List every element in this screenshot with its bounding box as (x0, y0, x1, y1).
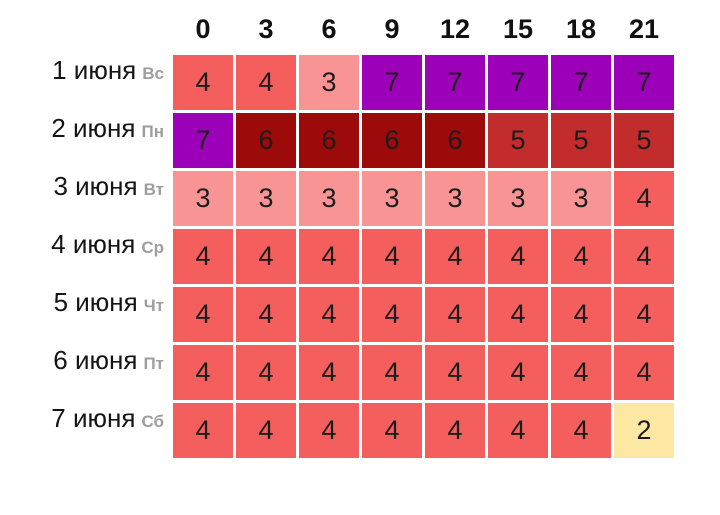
heatmap-cell: 4 (173, 403, 233, 458)
corner-spacer (0, 6, 170, 52)
heatmap-cell: 6 (425, 113, 485, 168)
heatmap-cell: 6 (236, 113, 296, 168)
date-label: 7 июня (51, 403, 136, 433)
hour-header-6: 6 (321, 13, 337, 44)
heatmap-cell: 4 (236, 229, 296, 284)
heatmap-cell: 4 (425, 287, 485, 342)
heatmap-cell: 4 (236, 287, 296, 342)
hour-header-15: 15 (502, 13, 534, 44)
heatmap-cell: 3 (362, 171, 422, 226)
heatmap-cell: 4 (362, 345, 422, 400)
weekday-label: Пн (141, 122, 165, 141)
weekday-label: Пт (143, 354, 164, 373)
heatmap-cell: 4 (362, 403, 422, 458)
heatmap-grid: 0 3 6 9 12 15 18 21 1 июня Вс 4 4 3 7 7 7 7 7 2 июня Пн 7 6 6 6… (0, 6, 720, 458)
hour-header-21: 21 (628, 13, 660, 44)
heatmap-cell: 4 (551, 287, 611, 342)
hour-header-18: 18 (565, 13, 597, 44)
row-label: 3 июня Вт (0, 171, 170, 226)
heatmap-cell: 7 (614, 55, 674, 110)
hour-header-9: 9 (384, 13, 400, 44)
row-label: 4 июня Ср (0, 229, 170, 284)
row-label: 7 июня Сб (0, 403, 170, 458)
row-label: 2 июня Пн (0, 113, 170, 168)
weekday-label: Чт (143, 296, 164, 315)
heatmap-cell: 4 (488, 287, 548, 342)
heatmap-cell: 3 (488, 171, 548, 226)
date-label: 4 июня (51, 229, 136, 259)
heatmap-cell: 7 (488, 55, 548, 110)
heatmap-cell: 4 (236, 55, 296, 110)
heatmap-cell: 3 (425, 171, 485, 226)
date-label: 3 июня (53, 171, 138, 201)
heatmap-cell: 7 (551, 55, 611, 110)
heatmap-cell: 4 (614, 345, 674, 400)
heatmap-cell: 3 (299, 55, 359, 110)
heatmap-cell: 4 (488, 345, 548, 400)
heatmap-cell: 6 (362, 113, 422, 168)
heatmap-cell: 4 (362, 229, 422, 284)
heatmap-cell: 4 (362, 287, 422, 342)
row-label: 6 июня Пт (0, 345, 170, 400)
heatmap-cell: 5 (551, 113, 611, 168)
heatmap-cell: 4 (551, 345, 611, 400)
date-label: 2 июня (51, 113, 136, 143)
hour-header-12: 12 (439, 13, 471, 44)
heatmap-cell: 4 (173, 287, 233, 342)
heatmap-cell: 3 (299, 171, 359, 226)
heatmap-cell: 3 (173, 171, 233, 226)
date-label: 5 июня (53, 287, 138, 317)
heatmap-cell: 4 (236, 403, 296, 458)
row-label: 5 июня Чт (0, 287, 170, 342)
heatmap-cell: 2 (614, 403, 674, 458)
heatmap-cell: 4 (425, 403, 485, 458)
heatmap-cell: 4 (425, 345, 485, 400)
heatmap-cell: 4 (236, 345, 296, 400)
heatmap-cell: 3 (236, 171, 296, 226)
heatmap-cell: 5 (488, 113, 548, 168)
heatmap-cell: 4 (425, 229, 485, 284)
weekday-label: Сб (141, 412, 164, 431)
kp-forecast-heatmap: 0 3 6 9 12 15 18 21 1 июня Вс 4 4 3 7 7 7 7 7 2 июня Пн 7 6 6 6… (0, 6, 720, 458)
weekday-label: Ср (141, 238, 164, 257)
hour-header-3: 3 (258, 13, 274, 44)
heatmap-cell: 4 (488, 229, 548, 284)
date-label: 1 июня (52, 55, 137, 85)
date-label: 6 июня (53, 345, 138, 375)
weekday-label: Вс (142, 64, 164, 83)
heatmap-cell: 6 (299, 113, 359, 168)
heatmap-cell: 4 (299, 345, 359, 400)
heatmap-cell: 4 (614, 287, 674, 342)
heatmap-cell: 4 (299, 287, 359, 342)
heatmap-cell: 4 (614, 171, 674, 226)
row-label: 1 июня Вс (0, 55, 170, 110)
heatmap-cell: 4 (173, 229, 233, 284)
heatmap-cell: 7 (173, 113, 233, 168)
heatmap-cell: 4 (173, 55, 233, 110)
heatmap-cell: 7 (362, 55, 422, 110)
heatmap-cell: 7 (425, 55, 485, 110)
heatmap-cell: 3 (551, 171, 611, 226)
heatmap-cell: 4 (299, 229, 359, 284)
heatmap-cell: 4 (614, 229, 674, 284)
heatmap-cell: 4 (488, 403, 548, 458)
heatmap-cell: 4 (551, 229, 611, 284)
heatmap-cell: 5 (614, 113, 674, 168)
weekday-label: Вт (143, 180, 164, 199)
hour-header-0: 0 (195, 13, 211, 44)
heatmap-cell: 4 (173, 345, 233, 400)
heatmap-cell: 4 (551, 403, 611, 458)
heatmap-cell: 4 (299, 403, 359, 458)
